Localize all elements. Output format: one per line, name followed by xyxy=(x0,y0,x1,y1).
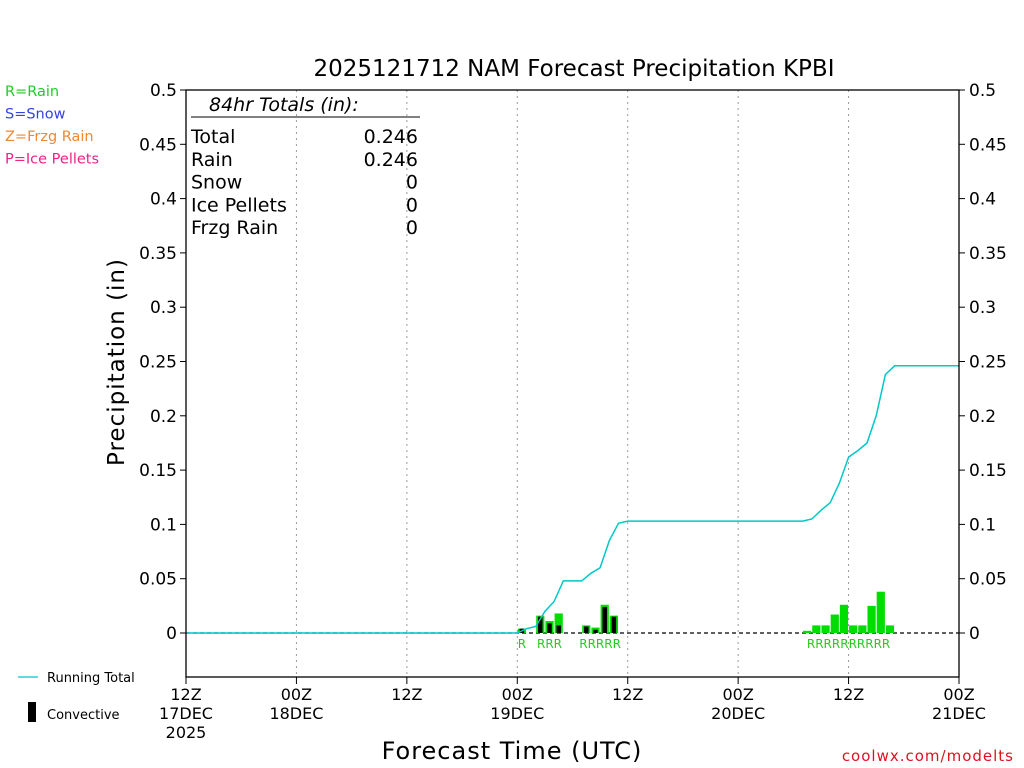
ptype-legend-item: Z=Frzg Rain xyxy=(5,129,94,145)
y-tick-label-right: 0.25 xyxy=(969,353,1007,373)
totals-rows: Total 0.246 Rain 0.246 Snow 0 Ice Pellets 0 Frzg… xyxy=(190,126,418,239)
y-tick-label-left: 0.05 xyxy=(139,570,177,590)
x-tick-date: 18DEC xyxy=(269,704,323,723)
y-tick-label-right: 0.45 xyxy=(969,135,1007,155)
convective-bar xyxy=(584,626,589,633)
precip-bar xyxy=(554,613,563,633)
totals-row-label: Total xyxy=(190,126,235,148)
y-tick-label-left: 0.35 xyxy=(139,244,177,264)
ptype-label: R xyxy=(518,637,526,651)
ptype-legend-item: P=Ice Pellets xyxy=(5,152,99,168)
y-tick-label-right: 0.15 xyxy=(969,461,1007,481)
y-tick-label-left: 0.15 xyxy=(139,461,177,481)
ptype-legend-item: R=Rain xyxy=(5,84,59,100)
y-tick-label-right: 0.35 xyxy=(969,244,1007,264)
ptype-labels: R RRR RRRRR RRRRRRRRRR xyxy=(518,637,891,651)
y-tick-label-right: 0.4 xyxy=(969,190,996,210)
series-legend: Running Total Convective xyxy=(18,671,135,723)
x-tick-label: 12Z xyxy=(612,685,643,704)
precip-bar xyxy=(830,614,839,633)
convective-bar xyxy=(556,625,561,633)
running-total-line xyxy=(186,365,959,634)
x-tick-year: 2025 xyxy=(166,723,207,742)
precip-bar xyxy=(821,625,830,633)
x-tick-label: 12Z xyxy=(391,685,422,704)
y-tick-label-left: 0.25 xyxy=(139,353,177,373)
y-axis-right: 0 0.05 0.1 0.15 0.2 0.25 0.3 0.35 0.4 0.45 0.5 xyxy=(959,81,1007,644)
y-tick-label-left: 0.1 xyxy=(150,515,177,535)
y-tick-label-left: 0.2 xyxy=(150,407,177,427)
precip-bar xyxy=(858,625,867,633)
totals-row-label: Ice Pellets xyxy=(191,194,287,216)
y-tick-label-right: 0 xyxy=(969,624,980,644)
x-tick-date: 20DEC xyxy=(711,704,765,723)
x-gridlines xyxy=(295,90,850,677)
y-tick-label-left: 0.45 xyxy=(139,135,177,155)
precip-bar xyxy=(839,604,849,633)
totals-row-label: Snow xyxy=(191,172,242,194)
y-tick-label-right: 0.05 xyxy=(969,570,1007,590)
totals-heading: 84hr Totals (in): xyxy=(209,94,359,116)
x-tick-label: 00Z xyxy=(281,685,312,704)
convective-bar xyxy=(593,629,598,633)
precip-bar xyxy=(885,625,895,633)
x-tick-label: 12Z xyxy=(833,685,864,704)
x-axis-label: Forecast Time (UTC) xyxy=(382,737,643,765)
y-tick-label-right: 0.1 xyxy=(969,515,996,535)
y-tick-label-left: 0.5 xyxy=(150,81,177,101)
y-tick-label-left: 0.4 xyxy=(150,190,177,210)
convective-bar xyxy=(602,606,607,633)
watermark: coolwx.com/modelts xyxy=(842,747,1014,765)
x-tick-date: 21DEC xyxy=(932,704,986,723)
ptype-legend-item: S=Snow xyxy=(5,107,66,123)
totals-row-value: 0 xyxy=(406,217,418,239)
convective-bar xyxy=(538,616,543,633)
convective-bar xyxy=(611,616,617,633)
chart-title: 2025121712 NAM Forecast Precipitation KP… xyxy=(314,56,835,82)
x-tick-date: 19DEC xyxy=(490,704,544,723)
totals-row-label: Frzg Rain xyxy=(191,217,278,239)
y-tick-label-right: 0.3 xyxy=(969,298,996,318)
precip-bar xyxy=(849,625,858,633)
convective-legend-label: Convective xyxy=(47,708,120,723)
y-axis-left: 0 0.05 0.1 0.15 0.2 0.25 0.3 0.35 0.4 0.45 0.5 xyxy=(139,81,186,644)
y-tick-label-left: 0.3 xyxy=(150,298,177,318)
totals-row-value: 0.246 xyxy=(364,149,418,171)
x-tick-label: 12Z xyxy=(170,685,201,704)
plot-frame xyxy=(185,89,960,678)
y-tick-label-left: 0 xyxy=(166,624,177,644)
totals-row-label: Rain xyxy=(191,149,233,171)
precip-bar xyxy=(803,630,812,633)
ptype-label: RRR xyxy=(537,637,562,651)
ptype-label: RRRRRRRRRR xyxy=(807,637,890,651)
x-tick-label: 00Z xyxy=(502,685,533,704)
totals-row-value: 0 xyxy=(406,194,418,216)
y-tick-label-right: 0.2 xyxy=(969,407,996,427)
precip-bar xyxy=(812,625,821,633)
convective-bar xyxy=(547,623,552,633)
y-axis-label: Precipitation (in) xyxy=(104,258,130,466)
totals-row-value: 0.246 xyxy=(364,126,418,148)
running-total-legend-label: Running Total xyxy=(47,671,135,686)
ptype-legend: R=Rain S=Snow Z=Frzg Rain P=Ice Pellets xyxy=(5,84,99,168)
ptype-label: RRRRR xyxy=(579,637,621,651)
y-tick-label-right: 0.5 xyxy=(969,81,996,101)
precip-bar xyxy=(876,591,885,633)
totals-row-value: 0 xyxy=(406,172,418,194)
x-tick-date: 17DEC xyxy=(159,704,213,723)
x-tick-label: 00Z xyxy=(722,685,753,704)
precip-bar xyxy=(867,605,876,633)
convective-swatch xyxy=(28,702,36,722)
totals-box: 84hr Totals (in): Total 0.246 Rain 0.246 Sno… xyxy=(190,94,420,239)
x-tick-label: 00Z xyxy=(943,685,974,704)
